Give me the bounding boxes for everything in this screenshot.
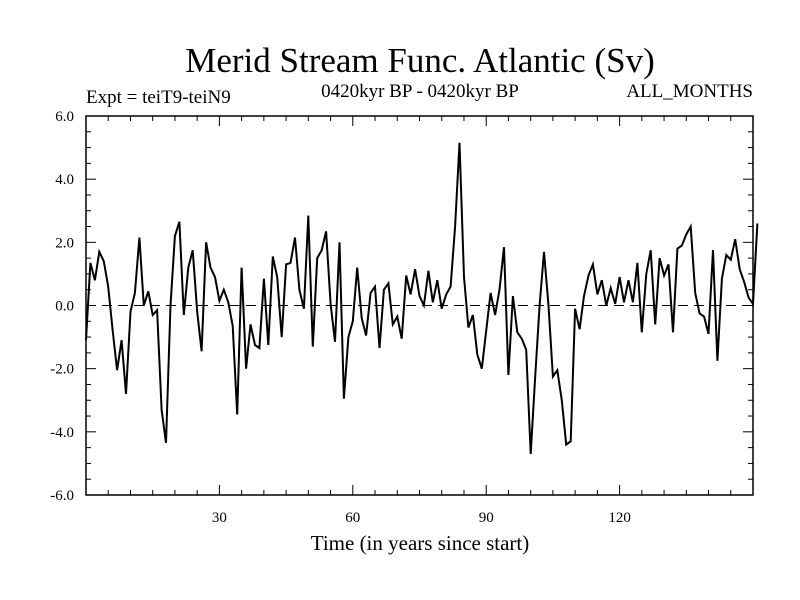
y-tick-label: -4.0 [50,425,74,441]
chart-subtitle-months: ALL_MONTHS [626,81,753,102]
x-axis-label: Time (in years since start) [311,531,530,555]
y-tick-label: 2.0 [55,235,74,251]
y-tick-label: -6.0 [50,488,74,504]
axis-tick-labels: 30 60 90 120 -6.0 -4.0 -2.0 0.0 2.0 4.0 6.0 [50,109,631,526]
axis-ticks [86,116,753,495]
series-line [85,142,759,454]
y-tick-label: 4.0 [55,172,74,188]
x-tick-label: 30 [212,510,227,526]
y-tick-label: 6.0 [55,109,74,125]
x-tick-label: 60 [345,510,360,526]
x-tick-label: 120 [608,510,631,526]
chart-subtitle-experiment: Expt = teiT9-teiN9 [86,87,231,108]
x-tick-label: 90 [479,510,494,526]
chart-subtitle-period: 0420kyr BP - 0420kyr BP [321,81,519,102]
chart-title: Merid Stream Func. Atlantic (Sv) [185,41,655,80]
y-tick-label: 0.0 [55,299,74,315]
y-tick-label: -2.0 [50,362,74,378]
